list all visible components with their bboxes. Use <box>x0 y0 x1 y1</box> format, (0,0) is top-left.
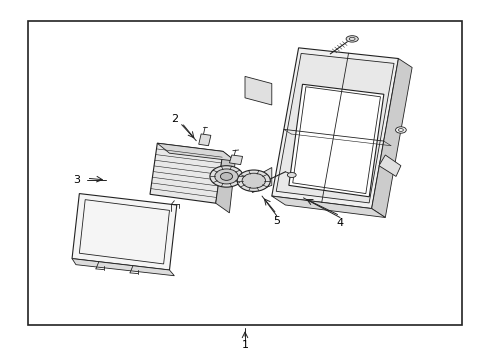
Ellipse shape <box>395 127 406 133</box>
Polygon shape <box>289 84 384 197</box>
Ellipse shape <box>288 172 296 177</box>
Polygon shape <box>272 196 385 217</box>
Text: 5: 5 <box>273 216 280 226</box>
Polygon shape <box>72 258 174 276</box>
Polygon shape <box>272 48 398 208</box>
Polygon shape <box>72 194 177 270</box>
Polygon shape <box>157 143 235 161</box>
Polygon shape <box>372 59 412 217</box>
Ellipse shape <box>237 170 270 192</box>
Polygon shape <box>79 200 170 264</box>
Polygon shape <box>379 155 401 176</box>
Polygon shape <box>293 87 380 194</box>
Text: 4: 4 <box>337 218 343 228</box>
Text: 1: 1 <box>242 340 248 350</box>
Ellipse shape <box>242 173 266 188</box>
Ellipse shape <box>215 169 238 184</box>
Polygon shape <box>216 152 235 213</box>
Polygon shape <box>199 134 211 146</box>
Polygon shape <box>276 53 394 203</box>
Polygon shape <box>229 155 243 165</box>
Polygon shape <box>150 143 223 203</box>
Ellipse shape <box>220 172 233 180</box>
Text: 2: 2 <box>171 114 178 124</box>
Ellipse shape <box>346 36 358 42</box>
Ellipse shape <box>210 166 243 187</box>
Text: 3: 3 <box>74 175 80 185</box>
Polygon shape <box>252 167 272 193</box>
Polygon shape <box>245 76 272 105</box>
